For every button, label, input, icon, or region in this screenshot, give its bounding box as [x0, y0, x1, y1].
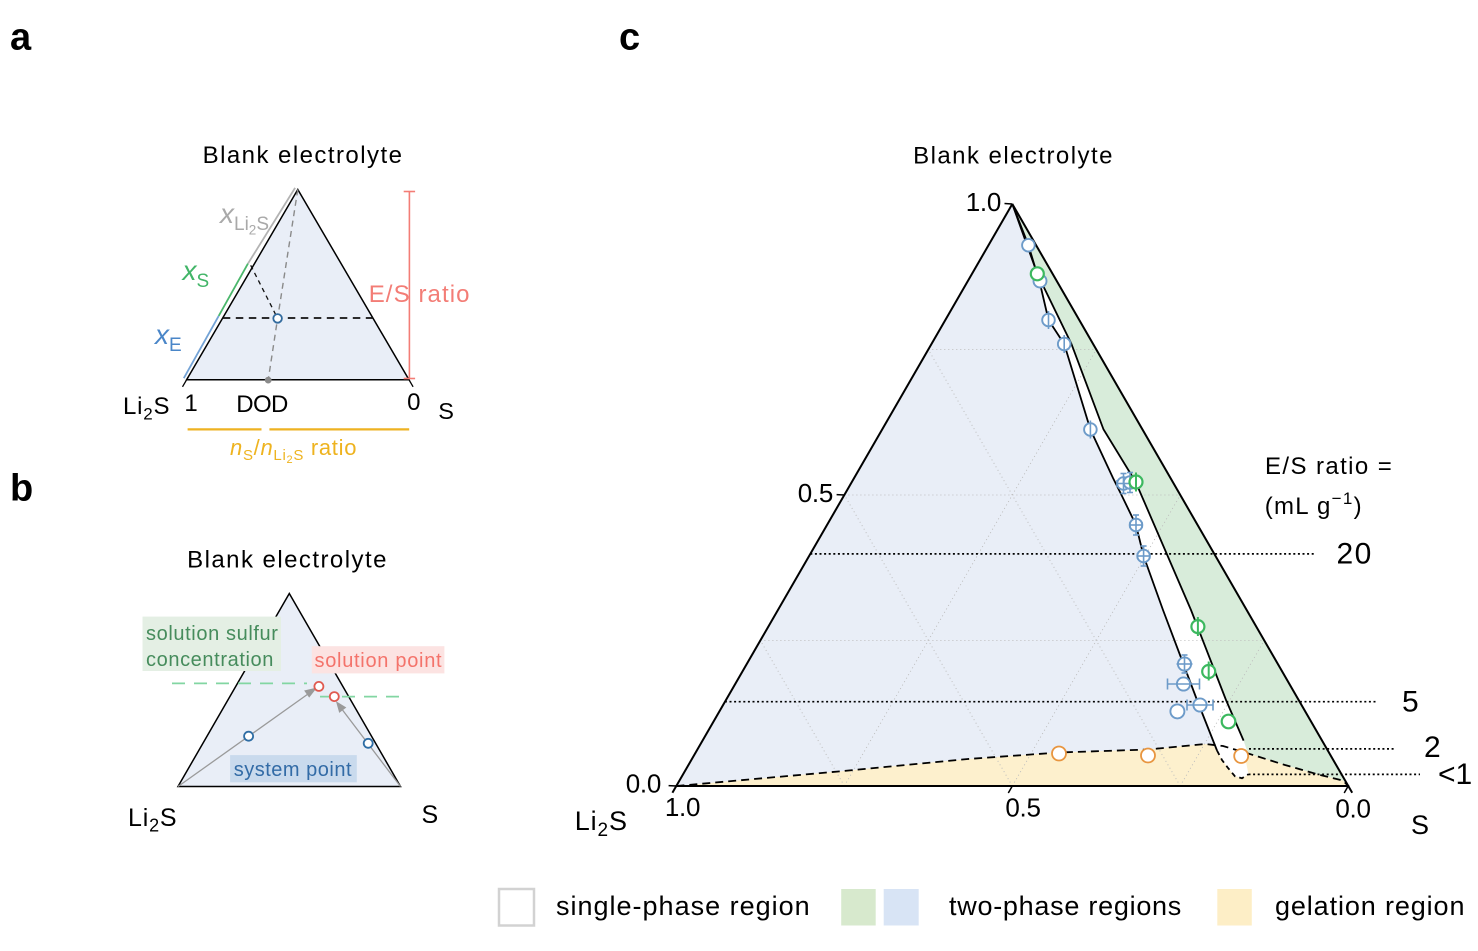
svg-text:1.0: 1.0 [966, 187, 1001, 217]
svg-text:xE: xE [153, 319, 182, 356]
svg-text:0.0: 0.0 [1335, 794, 1370, 824]
svg-text:two-phase regions: two-phase regions [949, 891, 1182, 921]
svg-text:E/S ratio: E/S ratio [369, 281, 471, 308]
svg-text:xS: xS [181, 255, 210, 292]
svg-text:system point: system point [234, 759, 352, 781]
svg-text:Li2S: Li2S [128, 804, 177, 836]
svg-text:b: b [10, 467, 33, 509]
svg-text:S: S [1411, 810, 1429, 840]
svg-text:1: 1 [184, 390, 197, 417]
svg-text:Li2S: Li2S [575, 806, 628, 841]
svg-text:solution point: solution point [315, 650, 443, 672]
svg-text:0.5: 0.5 [798, 478, 833, 508]
svg-text:E/S ratio =: E/S ratio = [1265, 453, 1393, 480]
svg-text:a: a [10, 17, 32, 59]
svg-text:concentration: concentration [146, 649, 274, 671]
svg-text:(mL g−1): (mL g−1) [1265, 489, 1363, 520]
svg-text:nS/nLi2S ratio: nS/nLi2S ratio [230, 435, 357, 466]
svg-text:Blank electrolyte: Blank electrolyte [187, 547, 388, 574]
svg-text:solution sulfur: solution sulfur [146, 623, 279, 645]
svg-text:2: 2 [1424, 731, 1441, 764]
svg-text:0.5: 0.5 [1005, 793, 1040, 823]
svg-text:5: 5 [1402, 686, 1419, 719]
svg-text:DOD: DOD [236, 391, 288, 418]
svg-text:c: c [619, 17, 640, 59]
svg-text:S: S [422, 801, 439, 829]
svg-text:0: 0 [407, 389, 420, 416]
svg-text:20: 20 [1337, 538, 1373, 571]
svg-text:Blank electrolyte: Blank electrolyte [203, 142, 404, 169]
svg-text:Blank electrolyte: Blank electrolyte [913, 143, 1114, 170]
svg-text:Li2S: Li2S [123, 393, 170, 424]
svg-text:gelation region: gelation region [1275, 891, 1465, 921]
svg-text:xLi2S: xLi2S [218, 198, 269, 238]
svg-text:single-phase region: single-phase region [556, 891, 811, 921]
svg-text:S: S [438, 398, 454, 424]
svg-text:<1: <1 [1438, 758, 1472, 791]
svg-text:1.0: 1.0 [665, 792, 700, 822]
svg-text:0.0: 0.0 [626, 769, 661, 799]
